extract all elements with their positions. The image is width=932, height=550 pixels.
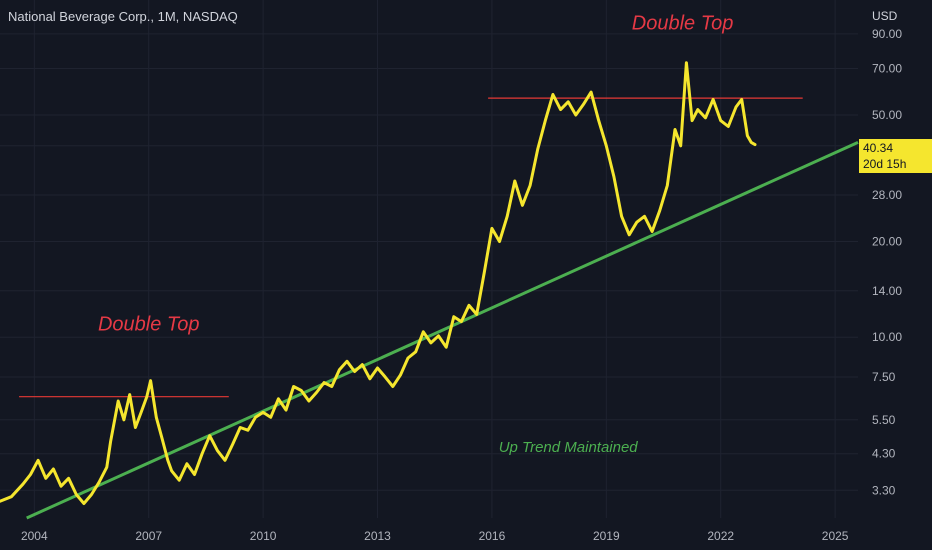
y-tick-label: 28.00 xyxy=(872,188,902,202)
y-tick-label: 20.00 xyxy=(872,235,902,249)
x-tick-label: 2007 xyxy=(135,529,162,543)
y-tick-label: 10.00 xyxy=(872,330,902,344)
y-tick-label: 70.00 xyxy=(872,62,902,76)
y-tick-label: 14.00 xyxy=(872,284,902,298)
double-top-annotation: Double Top xyxy=(98,313,200,335)
y-tick-label: 90.00 xyxy=(872,27,902,41)
y-tick-label: 3.30 xyxy=(872,483,896,497)
last-price-tag: 40.34 20d 15h xyxy=(859,139,932,173)
price-line xyxy=(0,61,757,505)
x-tick-label: 2025 xyxy=(822,529,849,543)
last-price: 40.34 xyxy=(863,141,894,155)
bar-countdown: 20d 15h xyxy=(863,157,907,171)
x-tick-label: 2004 xyxy=(21,529,48,543)
x-tick-label: 2010 xyxy=(250,529,277,543)
y-tick-label: 50.00 xyxy=(872,108,902,122)
double-top-annotation: Double Top xyxy=(632,12,734,34)
chart-annotations: Double Top Double Top Up Trend Maintained xyxy=(98,12,733,456)
y-tick-label: 4.30 xyxy=(872,447,896,461)
chart-title: National Beverage Corp., 1M, NASDAQ xyxy=(8,9,238,24)
x-tick-label: 2019 xyxy=(593,529,620,543)
trend-annotation: Up Trend Maintained xyxy=(499,439,639,456)
x-axis-labels: 2004 2007 2010 2013 2016 2019 2022 2025 xyxy=(21,529,849,543)
y-tick-label: 5.50 xyxy=(872,413,896,427)
x-tick-label: 2022 xyxy=(707,529,734,543)
x-tick-label: 2016 xyxy=(479,529,506,543)
y-tick-label: 7.50 xyxy=(872,370,896,384)
price-series xyxy=(0,61,757,505)
currency-label: USD xyxy=(872,9,898,23)
x-tick-label: 2013 xyxy=(364,529,391,543)
grid-lines xyxy=(0,0,858,518)
